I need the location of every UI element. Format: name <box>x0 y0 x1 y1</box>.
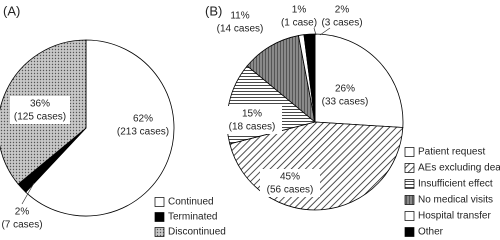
count-label: (125 cases) <box>14 112 66 123</box>
legend-swatch <box>404 211 415 221</box>
value-label: 1% <box>292 5 307 16</box>
legend-label: Insufficient effect <box>418 179 493 190</box>
value-label: 2% <box>335 5 350 16</box>
legend-swatch <box>404 179 415 189</box>
legend-swatch <box>404 147 415 157</box>
legend-swatch <box>404 163 415 173</box>
value-label: 62% <box>133 114 153 125</box>
value-label: 11% <box>230 11 249 22</box>
legend-label: Other <box>418 227 444 238</box>
panel-title: (B) <box>205 3 222 18</box>
legend-label: Hospital transfer <box>418 211 491 222</box>
legend-swatch <box>404 227 415 237</box>
legend-label: Discontinued <box>168 227 226 238</box>
value-label: 36% <box>30 99 50 110</box>
count-label: (3 cases) <box>321 18 362 29</box>
pie-slice <box>25 39 175 217</box>
legend-label: Continued <box>168 197 214 208</box>
label-box <box>10 96 70 124</box>
value-label: 26% <box>335 84 355 95</box>
pie-slice <box>314 33 404 128</box>
count-label: (1 case) <box>281 18 317 29</box>
legend-swatch <box>404 195 415 205</box>
legend-label: AEs excluding death <box>418 163 500 174</box>
panel-title: (A) <box>3 3 20 18</box>
legend-swatch <box>154 227 165 237</box>
legend-swatch <box>154 212 165 222</box>
label-box <box>222 106 282 134</box>
value-label: 2% <box>15 207 30 218</box>
count-label: (14 cases) <box>217 24 264 35</box>
legend-label: No medical visits <box>418 195 493 206</box>
count-label: (213 cases) <box>117 127 169 138</box>
count-label: (56 cases) <box>267 185 314 196</box>
legend-label: Terminated <box>168 212 217 223</box>
leader-line <box>319 27 331 36</box>
label-box <box>260 169 320 197</box>
leader-line <box>21 182 35 205</box>
legend-swatch <box>154 197 165 207</box>
leader-line <box>313 27 317 36</box>
value-label: 45% <box>280 172 300 183</box>
pie-slice <box>303 33 316 123</box>
count-label: (7 cases) <box>1 220 42 231</box>
legend-label: Patient request <box>418 147 485 158</box>
value-label: 15% <box>242 109 262 120</box>
count-label: (18 cases) <box>229 122 276 133</box>
count-label: (33 cases) <box>322 97 369 108</box>
